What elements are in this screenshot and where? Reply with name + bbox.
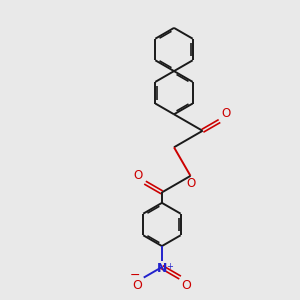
Text: +: + <box>167 262 173 271</box>
Text: O: O <box>187 177 196 190</box>
Text: N: N <box>157 262 167 275</box>
Text: O: O <box>134 169 142 182</box>
Text: O: O <box>132 279 142 292</box>
Text: O: O <box>182 279 191 292</box>
Text: O: O <box>221 107 230 120</box>
Text: −: − <box>130 269 141 282</box>
